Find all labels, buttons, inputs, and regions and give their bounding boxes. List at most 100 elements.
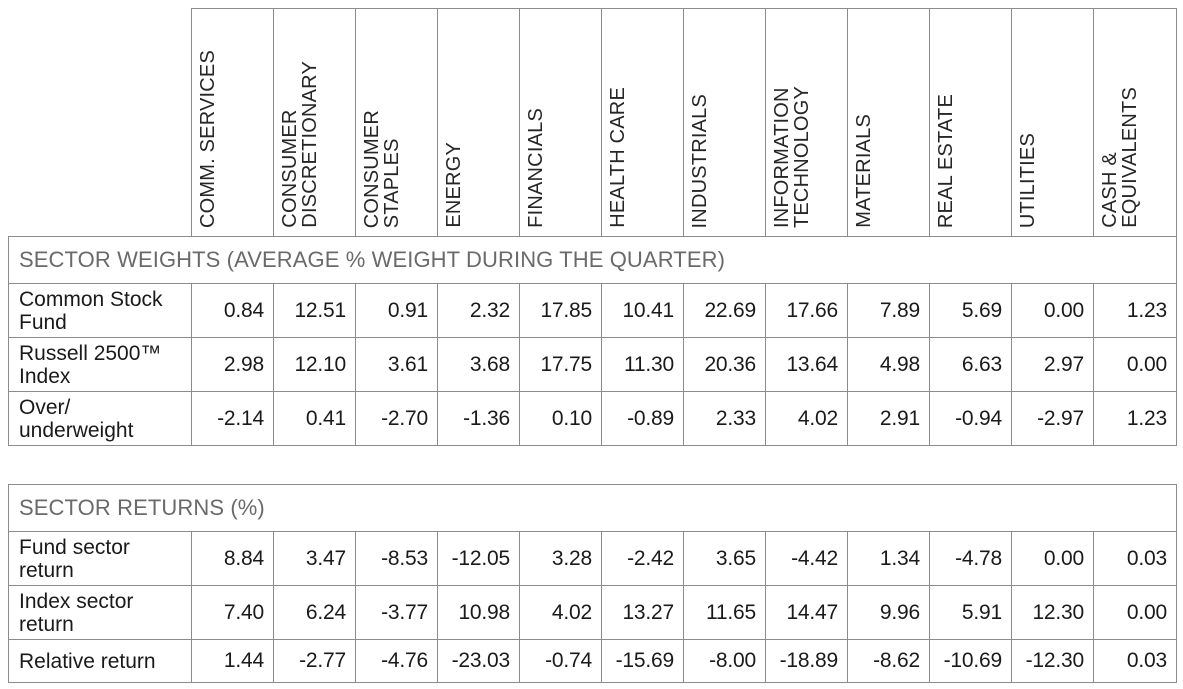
value-cell: 2.98 [191, 337, 274, 392]
header-energy: ENERGY [443, 142, 465, 228]
column-header: HEALTH CARE [601, 8, 684, 237]
header-real-estate: REAL ESTATE [935, 93, 957, 228]
header-information-technology: INFORMATION TECHNOLOGY [771, 85, 813, 228]
value-cell: -2.42 [601, 531, 684, 586]
value-cell: -2.14 [191, 391, 274, 446]
header-industrials: INDUSTRIALS [689, 93, 711, 228]
value-cell: 8.84 [191, 531, 274, 586]
value-cell: 17.75 [519, 337, 602, 392]
section-title-row: SECTOR RETURNS (%) [8, 484, 1177, 532]
sector-header-row: COMM. SERVICES CONSUMER DISCRETIONARY CO… [8, 8, 1177, 237]
header-comm-services: COMM. SERVICES [197, 49, 219, 228]
value-cell: 6.63 [929, 337, 1012, 392]
value-cell: 2.91 [847, 391, 930, 446]
value-cell: 10.41 [601, 283, 684, 338]
value-cell: 3.65 [683, 531, 766, 586]
header-consumer-discretionary: CONSUMER DISCRETIONARY [279, 61, 321, 228]
header-health-care: HEALTH CARE [607, 87, 629, 228]
value-cell: -15.69 [601, 639, 684, 683]
value-cell: 2.33 [683, 391, 766, 446]
value-cell: -8.53 [355, 531, 438, 586]
value-cell: 10.98 [437, 585, 520, 640]
value-cell: 4.98 [847, 337, 930, 392]
value-cell: 7.40 [191, 585, 274, 640]
value-cell: -0.74 [519, 639, 602, 683]
column-header: CONSUMER DISCRETIONARY [273, 8, 356, 237]
section-title: SECTOR RETURNS (%) [8, 484, 1177, 532]
header-cash-equivalents: CASH & EQUIVALENTS [1099, 87, 1141, 228]
value-cell: 9.96 [847, 585, 930, 640]
section-title: SECTOR WEIGHTS (AVERAGE % WEIGHT DURING … [8, 236, 1177, 284]
header-materials: MATERIALS [853, 114, 875, 228]
row-label: Russell 2500™ Index [8, 337, 192, 392]
value-cell: 11.65 [683, 585, 766, 640]
value-cell: 4.02 [519, 585, 602, 640]
value-cell: -18.89 [765, 639, 848, 683]
value-cell: 0.10 [519, 391, 602, 446]
value-cell: 1.23 [1093, 391, 1177, 446]
value-cell: 5.91 [929, 585, 1012, 640]
value-cell: -23.03 [437, 639, 520, 683]
value-cell: -3.77 [355, 585, 438, 640]
value-cell: 20.36 [683, 337, 766, 392]
value-cell: -2.97 [1011, 391, 1094, 446]
value-cell: 13.27 [601, 585, 684, 640]
value-cell: 3.28 [519, 531, 602, 586]
column-header: CONSUMER STAPLES [355, 8, 438, 237]
value-cell: 3.61 [355, 337, 438, 392]
value-cell: 0.03 [1093, 531, 1177, 586]
value-cell: 2.32 [437, 283, 520, 338]
row-label: Fund sector return [8, 531, 192, 586]
value-cell: -4.42 [765, 531, 848, 586]
value-cell: -8.62 [847, 639, 930, 683]
value-cell: 3.47 [273, 531, 356, 586]
value-cell: 17.85 [519, 283, 602, 338]
weights-body: Common Stock Fund 0.84 12.51 0.91 2.32 17.85 1… [8, 283, 1177, 446]
value-cell: 1.23 [1093, 283, 1177, 338]
header-consumer-staples: CONSUMER STAPLES [361, 109, 403, 228]
column-header: UTILITIES [1011, 8, 1094, 237]
table-row: Fund sector return 8.84 3.47 -8.53 -12.05 3.2… [8, 531, 1177, 586]
value-cell: 0.91 [355, 283, 438, 338]
value-cell: 0.84 [191, 283, 274, 338]
header-corner [8, 8, 192, 237]
table-row: Over/ underweight -2.14 0.41 -2.70 -1.36 0.10… [8, 391, 1177, 446]
value-cell: 1.34 [847, 531, 930, 586]
value-cell: 17.66 [765, 283, 848, 338]
value-cell: 12.30 [1011, 585, 1094, 640]
value-cell: 2.97 [1011, 337, 1094, 392]
column-header: MATERIALS [847, 8, 930, 237]
row-label: Over/ underweight [8, 391, 192, 446]
column-header: INDUSTRIALS [683, 8, 766, 237]
sector-weights-table: COMM. SERVICES CONSUMER DISCRETIONARY CO… [8, 8, 1177, 446]
column-header: REAL ESTATE [929, 8, 1012, 237]
header-financials: FINANCIALS [525, 108, 547, 228]
value-cell: -12.30 [1011, 639, 1094, 683]
value-cell: 0.41 [273, 391, 356, 446]
column-header: ENERGY [437, 8, 520, 237]
table-row: Common Stock Fund 0.84 12.51 0.91 2.32 17.85 1… [8, 283, 1177, 338]
value-cell: -1.36 [437, 391, 520, 446]
value-cell: -8.00 [683, 639, 766, 683]
value-cell: 22.69 [683, 283, 766, 338]
table-row: Russell 2500™ Index 2.98 12.10 3.61 3.68 17.7… [8, 337, 1177, 392]
value-cell: -0.94 [929, 391, 1012, 446]
value-cell: -4.78 [929, 531, 1012, 586]
column-header: CASH & EQUIVALENTS [1093, 8, 1177, 237]
row-label: Common Stock Fund [8, 283, 192, 338]
table-row: Relative return 1.44 -2.77 -4.76 -23.03 -0.74… [8, 639, 1177, 683]
value-cell: -2.70 [355, 391, 438, 446]
value-cell: 0.00 [1011, 283, 1094, 338]
value-cell: 0.00 [1011, 531, 1094, 586]
column-header: COMM. SERVICES [191, 8, 274, 237]
table-row: Index sector return 7.40 6.24 -3.77 10.98 4.0… [8, 585, 1177, 640]
value-cell: -10.69 [929, 639, 1012, 683]
value-cell: 11.30 [601, 337, 684, 392]
section-title-row: SECTOR WEIGHTS (AVERAGE % WEIGHT DURING … [8, 236, 1177, 284]
value-cell: 12.51 [273, 283, 356, 338]
header-utilities: UTILITIES [1017, 132, 1039, 228]
value-cell: 0.00 [1093, 337, 1177, 392]
value-cell: -0.89 [601, 391, 684, 446]
value-cell: 6.24 [273, 585, 356, 640]
row-label: Index sector return [8, 585, 192, 640]
